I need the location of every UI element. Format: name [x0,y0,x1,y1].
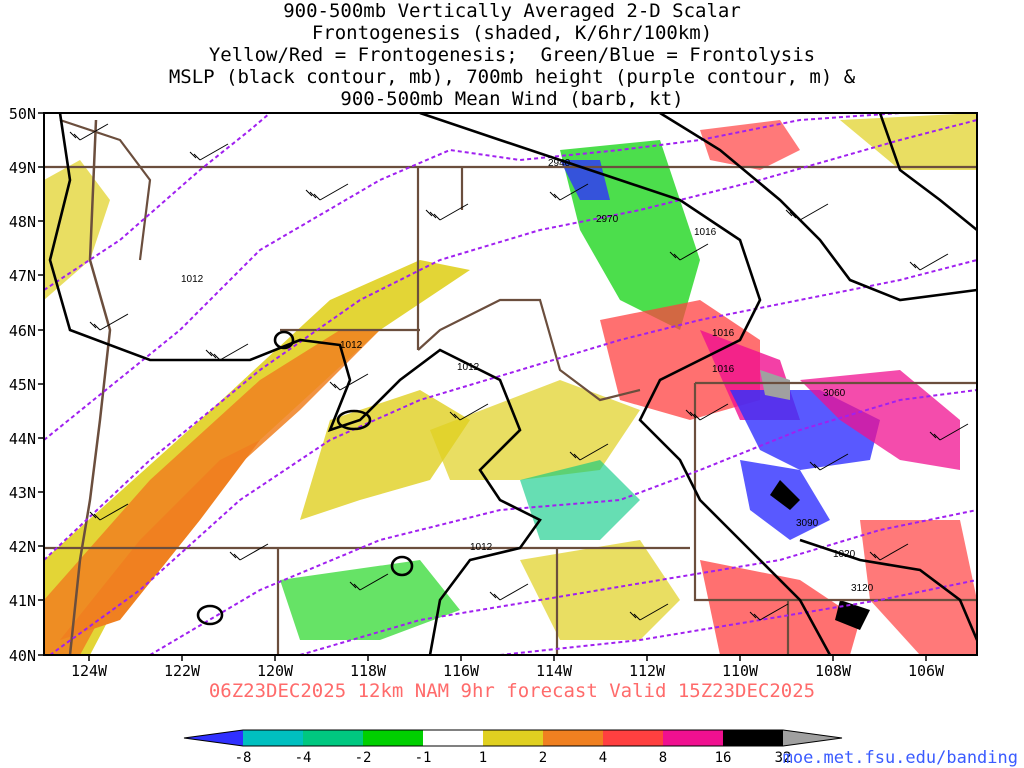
colorbar-seg [783,730,842,746]
colorbar-seg [243,730,303,746]
mslp-label: 1016 [694,227,717,238]
height-label: 3090 [796,518,819,529]
mslp-contours [48,113,977,655]
forecast-valid-label: 06Z23DEC2025 12km NAM 9hr forecast Valid… [208,680,816,702]
colorbar-seg [184,730,243,746]
title-line-4: MSLP (black contour, mb), 700mb height (… [168,66,856,88]
lat-label: 44N [9,430,36,448]
chart-title: 900-500mb Vertically Averaged 2-D Scalar… [0,0,1024,110]
mslp-label: 1020 [833,549,856,560]
lat-label: 43N [9,484,36,502]
lat-label: 50N [9,105,36,123]
colorbar-seg [483,730,543,746]
wind-barbs [69,123,969,621]
colorbar: -8 -4 -2 -1 1 2 4 8 16 32 [183,729,843,766]
lat-label: 47N [9,267,36,285]
longitude-labels: 124W 122W 120W 118W 116W 114W 112W 110W … [71,662,945,680]
title-line-2: Frontogenesis (shaded, K/6hr/100km) [311,22,713,44]
height-contour-labels: 2940 2970 3060 3090 3120 [548,158,874,594]
mslp-label: 1016 [712,364,735,375]
lat-label: 41N [9,592,36,610]
lat-label: 40N [9,647,36,665]
colorbar-seg [663,730,723,746]
lon-label: 120W [257,662,294,680]
lon-label: 114W [536,662,573,680]
lon-label: 106W [908,662,945,680]
frontogenesis-shading [44,113,977,655]
colorbar-label: 16 [715,750,732,766]
colorbar-seg [363,730,423,746]
mslp-label: 1012 [470,542,493,553]
colorbar-label: 8 [659,750,667,766]
lon-label: 108W [815,662,852,680]
height-label: 3120 [851,583,874,594]
colorbar-label: -8 [235,750,252,766]
title-line-3: Yellow/Red = Frontogenesis; Green/Blue =… [208,44,816,66]
lat-label: 48N [9,213,36,231]
colorbar-label: 32 [775,750,792,766]
colorbar-seg [603,730,663,746]
colorbar-label: -4 [295,750,312,766]
mslp-label: 1012 [181,274,204,285]
colorbar-seg [543,730,603,746]
lat-label: 42N [9,538,36,556]
lon-label: 112W [629,662,666,680]
colorbar-label: -1 [415,750,432,766]
lon-label: 124W [71,662,108,680]
mslp-contour-labels: 1012 1012 1012 1016 1016 1016 1012 1020 [181,227,856,560]
mslp-label: 1012 [457,362,480,373]
lat-label: 45N [9,376,36,394]
lon-label: 116W [443,662,480,680]
height-label: 3060 [823,388,846,399]
height-label: 2940 [548,158,571,169]
colorbar-label: 1 [479,750,487,766]
title-line-5: 900-500mb Mean Wind (barb, kt) [340,88,684,110]
lon-label: 122W [164,662,201,680]
colorbar-seg [423,730,483,746]
lon-label: 110W [722,662,759,680]
colorbar-label: -2 [355,750,372,766]
mslp-label: 1012 [340,340,363,351]
title-line-1: 900-500mb Vertically Averaged 2-D Scalar [283,0,741,22]
lat-label: 49N [9,159,36,177]
lat-label: 46N [9,322,36,340]
colorbar-label: 4 [599,750,607,766]
lon-label: 118W [350,662,387,680]
map-area [44,113,977,655]
colorbar-label: 2 [539,750,547,766]
latitude-labels: 50N 49N 48N 47N 46N 45N 44N 43N 42N 41N … [9,105,36,665]
colorbar-seg [303,730,363,746]
axis-ticks [38,112,927,661]
mslp-label: 1016 [712,328,735,339]
colorbar-seg [723,730,783,746]
height-label: 2970 [596,214,619,225]
state-borders [44,118,977,655]
credit-link[interactable]: moe.met.fsu.edu/banding [782,748,1018,768]
